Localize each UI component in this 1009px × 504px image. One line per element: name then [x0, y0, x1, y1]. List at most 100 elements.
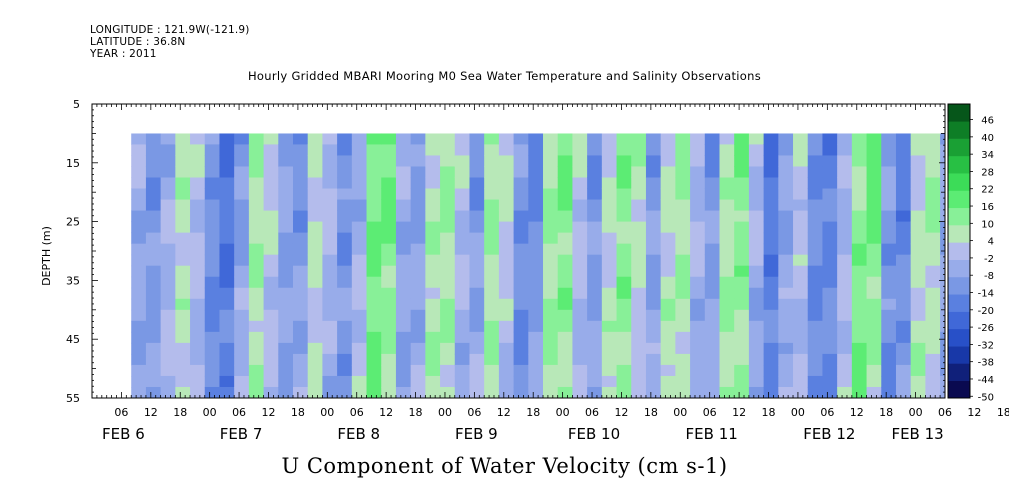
heatmap-cell — [660, 232, 676, 245]
heatmap-cell — [440, 287, 456, 300]
heatmap-cell — [322, 287, 338, 300]
heatmap-cell — [601, 375, 618, 388]
heatmap-cell — [660, 254, 676, 267]
heatmap-cell — [660, 375, 676, 388]
heatmap-cell — [645, 364, 662, 377]
heatmap-cell — [881, 353, 897, 366]
heatmap-cell — [704, 254, 720, 267]
heatmap-cell — [484, 276, 500, 289]
heatmap-cell — [910, 386, 926, 398]
heatmap-cell — [292, 287, 309, 300]
heatmap-cell — [484, 166, 500, 178]
heatmap-cell — [498, 232, 515, 245]
heatmap-cell — [660, 243, 676, 256]
chart-subtitle: U Component of Water Velocity (cm s-1) — [281, 454, 728, 478]
heatmap-cell — [513, 188, 529, 201]
heatmap-cell — [837, 144, 853, 156]
heatmap-cell — [528, 287, 544, 300]
heatmap-cell — [690, 309, 706, 322]
heatmap-cell — [337, 188, 353, 201]
x-hour-tick-label: 06 — [114, 406, 128, 419]
heatmap-cell — [807, 375, 823, 388]
heatmap-cell — [190, 144, 206, 156]
heatmap-cell — [366, 320, 382, 333]
heatmap-cell — [645, 155, 662, 167]
heatmap-cell — [263, 331, 279, 344]
heatmap-cell — [219, 342, 235, 355]
x-hour-tick-label: 18 — [173, 406, 187, 419]
heatmap-cell — [704, 210, 720, 223]
heatmap-cell — [660, 166, 676, 178]
heatmap-cell — [675, 265, 691, 278]
heatmap-cell — [925, 210, 941, 223]
heatmap-cell — [557, 232, 573, 245]
heatmap-cell — [381, 232, 397, 245]
x-hour-tick-label: 12 — [732, 406, 746, 419]
heatmap-cell — [204, 133, 220, 145]
heatmap-cell — [748, 353, 765, 366]
heatmap-cell — [351, 221, 368, 234]
heatmap-cell — [631, 298, 647, 311]
colorbar-label: 40 — [981, 133, 994, 144]
heatmap-cell — [484, 364, 500, 377]
heatmap-cell — [631, 386, 647, 398]
heatmap-cell — [204, 188, 220, 201]
heatmap-cell — [440, 364, 456, 377]
heatmap-cell — [778, 155, 794, 167]
heatmap-cell — [748, 144, 765, 156]
heatmap-cell — [778, 353, 794, 366]
heatmap-cell — [851, 375, 868, 388]
x-hour-tick-label: 12 — [614, 406, 628, 419]
heatmap-cell — [734, 177, 750, 190]
heatmap-cell — [675, 254, 691, 267]
colorbar-label: 16 — [981, 202, 994, 213]
heatmap-cell — [837, 254, 853, 267]
heatmap-cell — [793, 353, 809, 366]
heatmap-cell — [690, 342, 706, 355]
heatmap-cell — [543, 276, 559, 289]
heatmap-cell — [307, 199, 323, 212]
heatmap-cell — [366, 166, 382, 178]
heatmap-cell — [498, 155, 515, 167]
heatmap-cell — [234, 287, 250, 300]
heatmap-cell — [366, 188, 382, 201]
heatmap-cell — [145, 287, 162, 300]
heatmap-cell — [616, 221, 632, 234]
heatmap-cell — [307, 298, 323, 311]
heatmap-cell — [925, 287, 941, 300]
heatmap-cell — [395, 133, 412, 145]
heatmap-cell — [322, 364, 338, 377]
heatmap-cell — [675, 342, 691, 355]
heatmap-cell — [601, 276, 618, 289]
x-hour-tick-label: 12 — [497, 406, 511, 419]
heatmap-cell — [307, 166, 323, 178]
heatmap-cell — [734, 199, 750, 212]
heatmap-cell — [690, 287, 706, 300]
heatmap-cell — [895, 276, 912, 289]
heatmap-cell — [307, 155, 323, 167]
heatmap-cell — [572, 221, 588, 234]
heatmap-cell — [440, 177, 456, 190]
heatmap-cell — [763, 298, 779, 311]
heatmap-cell — [719, 298, 735, 311]
heatmap-cell — [337, 353, 353, 366]
heatmap-cell — [587, 298, 603, 311]
heatmap-cell — [528, 166, 544, 178]
heatmap-cell — [366, 287, 382, 300]
heatmap-cell — [248, 133, 265, 145]
heatmap-cell — [807, 166, 823, 178]
heatmap-cell — [145, 331, 162, 344]
heatmap-cell — [190, 210, 206, 223]
colorbar-swatch — [948, 207, 970, 226]
heatmap-cell — [337, 309, 353, 322]
x-hour-tick-label: 06 — [467, 406, 481, 419]
heatmap-cell — [395, 221, 412, 234]
heatmap-cell — [616, 155, 632, 167]
heatmap-cell — [425, 353, 441, 366]
heatmap-cell — [234, 243, 250, 256]
heatmap-cell — [587, 188, 603, 201]
x-hour-tick-label: 00 — [909, 406, 923, 419]
heatmap-cell — [395, 254, 412, 267]
heatmap-cell — [866, 188, 882, 201]
heatmap-cell — [454, 309, 470, 322]
